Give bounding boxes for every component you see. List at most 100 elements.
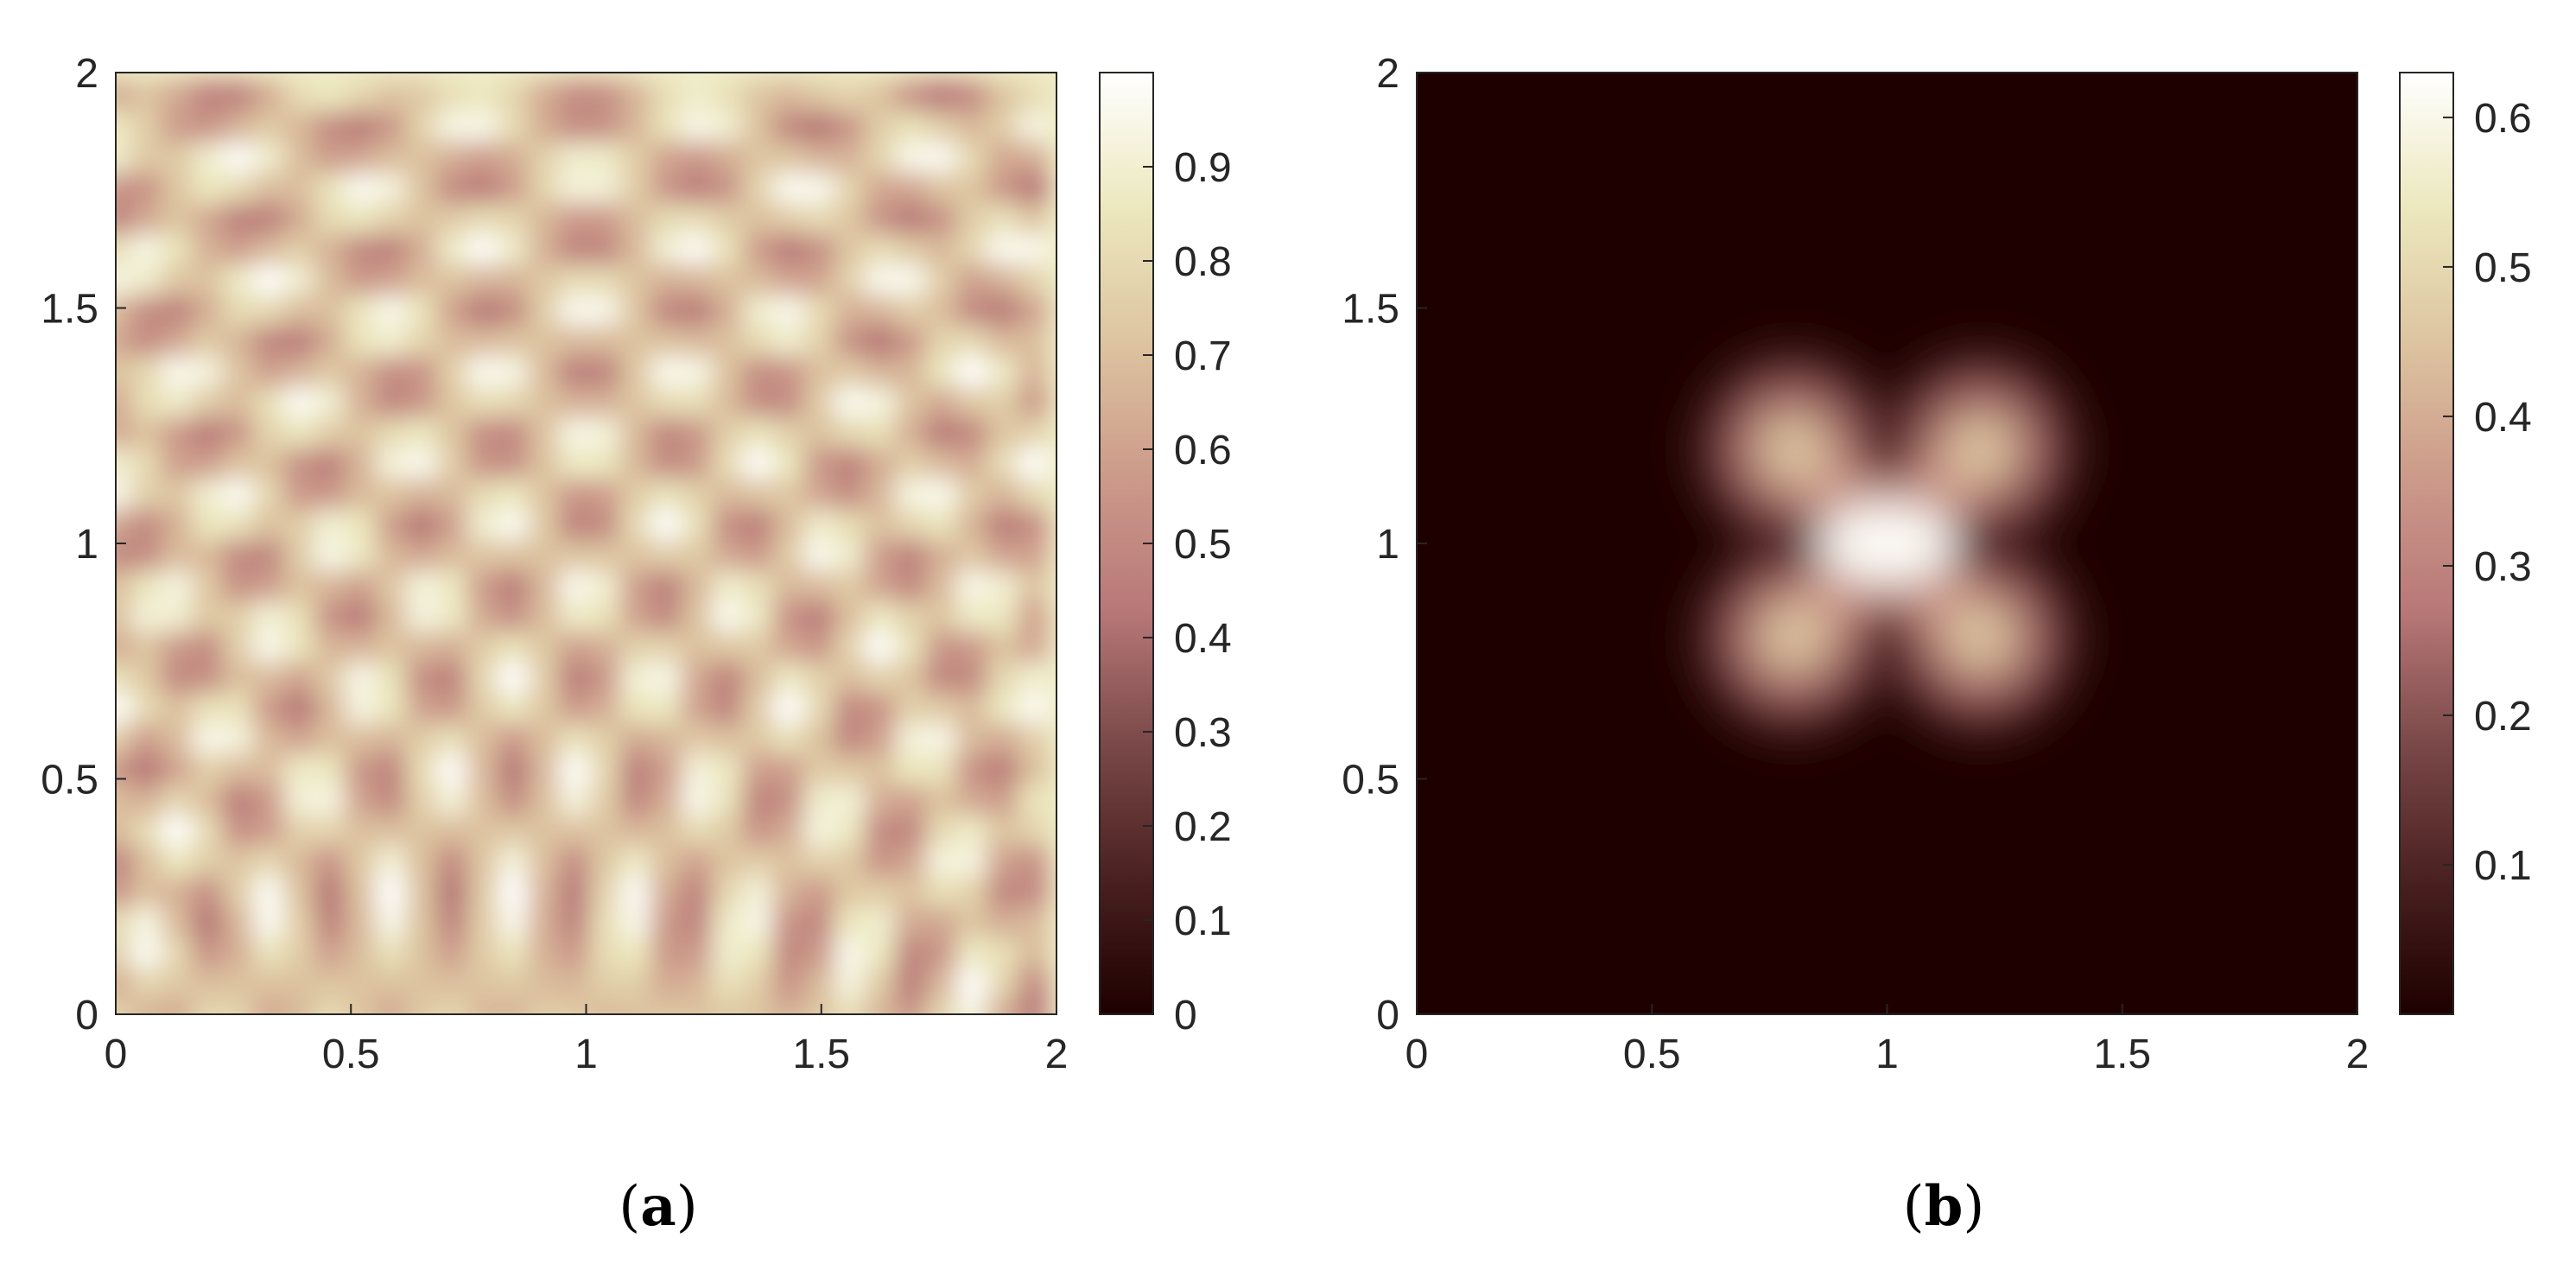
heatmap-cell bbox=[436, 662, 468, 694]
heatmap-cell bbox=[436, 815, 468, 847]
heatmap-cell bbox=[528, 233, 560, 265]
heatmap-cell bbox=[436, 968, 468, 1000]
heatmap-cell bbox=[252, 172, 284, 204]
heatmap-cell bbox=[283, 662, 315, 694]
heatmap-cell bbox=[619, 172, 651, 204]
heatmap-cell bbox=[619, 295, 651, 327]
x-tick-label: 2 bbox=[2346, 1032, 2370, 1077]
heatmap-cell bbox=[558, 264, 590, 295]
heatmap-cell bbox=[895, 539, 927, 571]
heatmap-cell bbox=[252, 80, 284, 112]
heatmap-cell bbox=[130, 202, 162, 234]
heatmap-cell bbox=[528, 509, 560, 541]
heatmap-cell bbox=[130, 509, 162, 541]
heatmap-cell bbox=[803, 631, 835, 663]
heatmap-cell bbox=[192, 570, 224, 602]
heatmap-cell bbox=[528, 111, 560, 143]
heatmap-cell bbox=[925, 815, 957, 847]
heatmap-cell bbox=[955, 386, 987, 418]
heatmap-cell bbox=[436, 416, 468, 448]
heatmap-cell bbox=[803, 570, 835, 602]
heatmap-cell bbox=[987, 600, 1018, 632]
heatmap-cell bbox=[558, 845, 590, 877]
heatmap-cell bbox=[345, 662, 377, 694]
heatmap-b-pattern bbox=[1689, 346, 2085, 741]
heatmap-cell bbox=[834, 570, 866, 602]
heatmap-cell bbox=[619, 845, 651, 877]
heatmap-cell bbox=[283, 723, 315, 755]
heatmap-peak bbox=[1758, 415, 1828, 484]
heatmap-cell bbox=[742, 968, 774, 1000]
heatmap-cell bbox=[589, 784, 621, 816]
heatmap-cell bbox=[161, 264, 193, 295]
colorbar-tick-label: 0.4 bbox=[2474, 395, 2532, 441]
heatmap-cell bbox=[130, 478, 162, 510]
heatmap-cell bbox=[405, 295, 437, 327]
heatmap-cell bbox=[589, 172, 621, 204]
heatmap-cell bbox=[742, 233, 774, 265]
heatmap-cell bbox=[314, 937, 346, 969]
heatmap-cell bbox=[436, 570, 468, 602]
heatmap-cell bbox=[528, 815, 560, 847]
heatmap-cell bbox=[834, 784, 866, 816]
heatmap-cell bbox=[589, 662, 621, 694]
x-tick-label: 1 bbox=[574, 1032, 598, 1077]
heatmap-cell bbox=[742, 631, 774, 663]
heatmap-cell bbox=[955, 172, 987, 204]
heatmap-cell bbox=[466, 111, 498, 143]
heatmap-cell bbox=[803, 325, 835, 357]
heatmap-cell bbox=[803, 600, 835, 632]
heatmap-cell bbox=[222, 264, 254, 295]
heatmap-cell bbox=[116, 692, 131, 724]
heatmap-cell bbox=[895, 753, 927, 785]
heatmap-cell bbox=[589, 325, 621, 357]
heatmap-cell bbox=[116, 937, 131, 969]
heatmap-cell bbox=[864, 142, 896, 174]
heatmap-cell bbox=[192, 295, 224, 327]
heatmap-cell bbox=[192, 999, 224, 1014]
heatmap-cell bbox=[742, 478, 774, 510]
heatmap-cell bbox=[772, 999, 804, 1014]
heatmap-cell bbox=[742, 172, 774, 204]
panel-a: 0 0.5 1 1.5 2 0 0.5 1 1.5 2 0 0.1 0.2 0.3 0.4 0.5 0.6 0.… bbox=[41, 51, 1231, 1239]
heatmap-cell bbox=[681, 386, 713, 418]
heatmap-cell bbox=[130, 876, 162, 908]
heatmap-cell bbox=[252, 111, 284, 143]
heatmap-cell bbox=[589, 876, 621, 908]
heatmap-cell bbox=[345, 264, 377, 295]
heatmap-cell bbox=[498, 264, 530, 295]
x-tick-label: 0 bbox=[105, 1032, 128, 1077]
heatmap-cell bbox=[130, 172, 162, 204]
heatmap-cell bbox=[650, 478, 682, 510]
heatmap-cell bbox=[283, 845, 315, 877]
heatmap-cell bbox=[987, 876, 1018, 908]
heatmap-cell bbox=[619, 264, 651, 295]
heatmap-cell bbox=[405, 753, 437, 785]
heatmap-cell bbox=[192, 815, 224, 847]
heatmap-cell bbox=[955, 999, 987, 1014]
heatmap-cell bbox=[252, 906, 284, 938]
heatmap-cell bbox=[116, 448, 131, 479]
heatmap-cell bbox=[681, 142, 713, 174]
heatmap-cell bbox=[436, 937, 468, 969]
heatmap-cell bbox=[161, 416, 193, 448]
x-tick-label: 0 bbox=[1405, 1032, 1429, 1077]
colorbar-tick-label: 0.8 bbox=[1174, 239, 1232, 285]
y-tick-label: 0.5 bbox=[41, 758, 98, 803]
heatmap-cell bbox=[803, 784, 835, 816]
heatmap-cell bbox=[742, 264, 774, 295]
heatmap-cell bbox=[742, 325, 774, 357]
heatmap-cell bbox=[116, 509, 131, 541]
heatmap-cell bbox=[283, 416, 315, 448]
heatmap-cell bbox=[619, 111, 651, 143]
heatmap-cell bbox=[222, 784, 254, 816]
heatmap-cell bbox=[834, 937, 866, 969]
heatmap-cell bbox=[405, 631, 437, 663]
heatmap-cell bbox=[987, 662, 1018, 694]
heatmap-cell bbox=[405, 662, 437, 694]
heatmap-cell bbox=[772, 233, 804, 265]
heatmap-cell bbox=[834, 478, 866, 510]
heatmap-cell bbox=[405, 937, 437, 969]
heatmap-cell bbox=[345, 784, 377, 816]
heatmap-cell bbox=[1017, 600, 1049, 632]
